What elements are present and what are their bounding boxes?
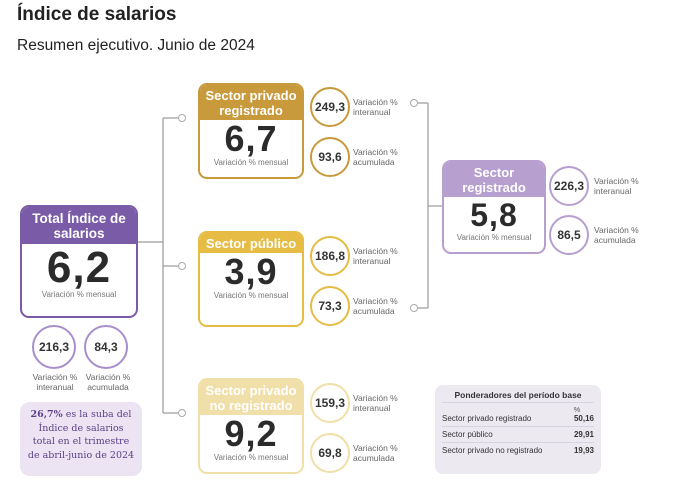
noregistrado-interanual-circle: 159,3 bbox=[310, 383, 350, 423]
ponderadores-unit-row: % bbox=[442, 402, 594, 414]
registrado-acumulada-circle: 86,5 bbox=[549, 215, 589, 255]
ponderador-value: 50,16 bbox=[573, 414, 594, 423]
publico-box: Sector público 3,9 Variación % mensual bbox=[198, 231, 304, 327]
connector-dot bbox=[410, 304, 418, 312]
registrado-value: 5,8 bbox=[470, 197, 518, 233]
note-highlight: 26,7% bbox=[30, 409, 63, 420]
note-text: es la suba del Índice de salarios total … bbox=[27, 409, 135, 461]
total-box: Total Índice de salarios 6,2 Variación %… bbox=[20, 205, 138, 318]
ponderador-label: Sector privado no registrado bbox=[442, 446, 543, 455]
ponderador-label: Sector público bbox=[442, 430, 493, 439]
registrado-caption: Variación % mensual bbox=[456, 233, 532, 242]
table-row: Sector público 29,91 bbox=[442, 426, 594, 442]
total-value: 6,2 bbox=[46, 243, 112, 292]
publico-acumulada-circle: 73,3 bbox=[310, 286, 350, 326]
total-interanual-circle: 216,3 bbox=[32, 325, 76, 369]
quarterly-note: 26,7% es la suba del Índice de salarios … bbox=[20, 402, 142, 476]
ponderadores-table: Ponderadores del período base % Sector p… bbox=[435, 385, 601, 474]
privado-interanual-circle: 249,3 bbox=[310, 87, 350, 127]
noregistrado-box: Sector privado no registrado 9,2 Variaci… bbox=[198, 378, 304, 474]
publico-value: 3,9 bbox=[224, 251, 278, 292]
publico-interanual-circle: 186,8 bbox=[310, 236, 350, 276]
noregistrado-interanual-label: Variación % interanual bbox=[353, 393, 398, 413]
connector-dot bbox=[410, 99, 418, 107]
ponderadores-title: Ponderadores del período base bbox=[454, 390, 582, 400]
privado-interanual-label: Variación % interanual bbox=[353, 97, 398, 117]
connector-dot bbox=[178, 114, 186, 122]
privado-label: Sector privado registrado bbox=[200, 85, 302, 120]
total-label: Total Índice de salarios bbox=[22, 207, 136, 244]
connector-dot bbox=[178, 409, 186, 417]
publico-label: Sector público bbox=[200, 233, 302, 253]
table-row: Sector privado no registrado 19,93 bbox=[442, 442, 594, 458]
ponderador-value: 19,93 bbox=[573, 446, 594, 455]
ponderador-label: Sector privado registrado bbox=[442, 414, 532, 423]
page-subtitle: Resumen ejecutivo. Junio de 2024 bbox=[17, 37, 255, 54]
total-acumulada-label: Variación % acumulada bbox=[85, 372, 131, 392]
registrado-interanual-circle: 226,3 bbox=[549, 166, 589, 206]
privado-caption: Variación % mensual bbox=[213, 158, 289, 167]
page-title: Índice de salarios bbox=[17, 4, 177, 25]
privado-acumulada-label: Variación % acumulada bbox=[353, 147, 398, 167]
connector-dot bbox=[178, 262, 186, 270]
noregistrado-acumulada-circle: 69,8 bbox=[310, 433, 350, 473]
total-caption: Variación % mensual bbox=[41, 290, 117, 299]
noregistrado-value: 9,2 bbox=[224, 413, 278, 454]
registrado-label: Sector registrado bbox=[444, 162, 544, 197]
privado-value: 6,7 bbox=[224, 118, 278, 159]
publico-caption: Variación % mensual bbox=[213, 291, 289, 300]
table-row: Sector privado registrado 50,16 bbox=[442, 414, 594, 426]
noregistrado-label: Sector privado no registrado bbox=[200, 380, 302, 415]
registrado-box: Sector registrado 5,8 Variación % mensua… bbox=[442, 160, 546, 254]
total-acumulada-circle: 84,3 bbox=[84, 325, 128, 369]
publico-acumulada-label: Variación % acumulada bbox=[353, 296, 398, 316]
ponderadores-unit: % bbox=[573, 405, 581, 414]
registrado-acumulada-label: Variación % acumulada bbox=[594, 225, 639, 245]
publico-interanual-label: Variación % interanual bbox=[353, 246, 398, 266]
noregistrado-acumulada-label: Variación % acumulada bbox=[353, 443, 398, 463]
privado-box: Sector privado registrado 6,7 Variación … bbox=[198, 83, 304, 179]
ponderador-value: 29,91 bbox=[573, 430, 594, 439]
registrado-interanual-label: Variación % interanual bbox=[594, 176, 639, 196]
noregistrado-caption: Variación % mensual bbox=[213, 453, 289, 462]
total-interanual-label: Variación % interanual bbox=[32, 372, 78, 392]
privado-acumulada-circle: 93,6 bbox=[310, 137, 350, 177]
